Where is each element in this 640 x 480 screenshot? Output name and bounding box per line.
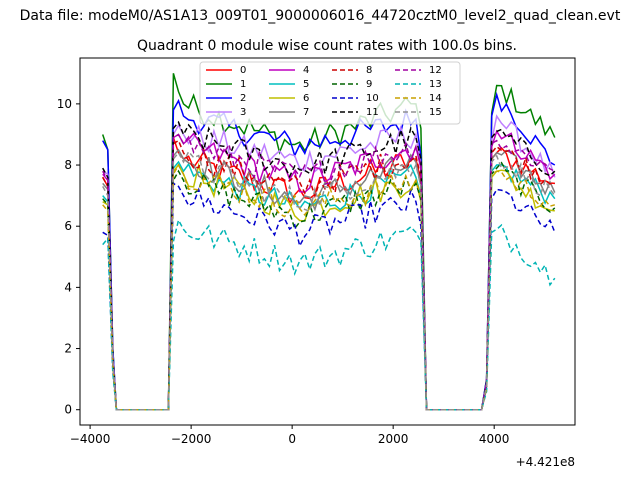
legend-label-12: 12: [429, 65, 442, 76]
legend-label-14: 14: [429, 93, 442, 104]
legend-label-7: 7: [303, 107, 309, 118]
chart-title: Quadrant 0 module wise count rates with …: [137, 38, 517, 54]
legend-label-2: 2: [240, 93, 246, 104]
legend-label-11: 11: [366, 107, 379, 118]
series-line-15: [102, 150, 556, 411]
series-line-9: [102, 161, 556, 411]
legend-label-10: 10: [366, 93, 379, 104]
y-tick-label: 6: [64, 219, 72, 233]
x-tick-label: −4000: [70, 432, 111, 446]
y-tick-label: 10: [57, 97, 72, 111]
y-tick-label: 4: [64, 280, 72, 294]
legend-label-6: 6: [303, 93, 309, 104]
series-line-13: [102, 218, 556, 411]
series-line-12: [102, 133, 556, 411]
legend-box: [199, 61, 461, 125]
x-tick-label: 0: [288, 432, 296, 446]
series-line-11: [102, 120, 556, 411]
legend-label-9: 9: [366, 79, 372, 90]
legend-label-1: 1: [240, 79, 246, 90]
legend-label-4: 4: [303, 65, 309, 76]
chart-suptitle: Data file: modeM0/AS1A13_009T01_90000060…: [20, 8, 621, 24]
legend-label-5: 5: [303, 79, 309, 90]
axis-ticks: −4000 −2000 0 2000 4000 0 2 4 6 8 10: [57, 97, 510, 446]
legend-label-13: 13: [429, 79, 442, 90]
series-line-3: [102, 114, 556, 411]
x-offset-label: +4.421e8: [516, 455, 575, 469]
y-tick-label: 8: [64, 158, 72, 172]
series-line-8: [102, 139, 555, 411]
series-line-14: [102, 163, 556, 411]
legend-label-3: 3: [240, 107, 246, 118]
y-tick-label: 0: [64, 403, 72, 417]
legend-label-8: 8: [366, 65, 372, 76]
legend-label-15: 15: [429, 107, 442, 118]
legend-label-0: 0: [240, 65, 246, 76]
y-tick-label: 2: [64, 342, 72, 356]
axes-frame: [79, 57, 576, 426]
x-tick-label: −2000: [171, 432, 212, 446]
x-tick-label: 4000: [479, 432, 510, 446]
series-line-10: [102, 182, 556, 411]
x-tick-label: 2000: [378, 432, 409, 446]
